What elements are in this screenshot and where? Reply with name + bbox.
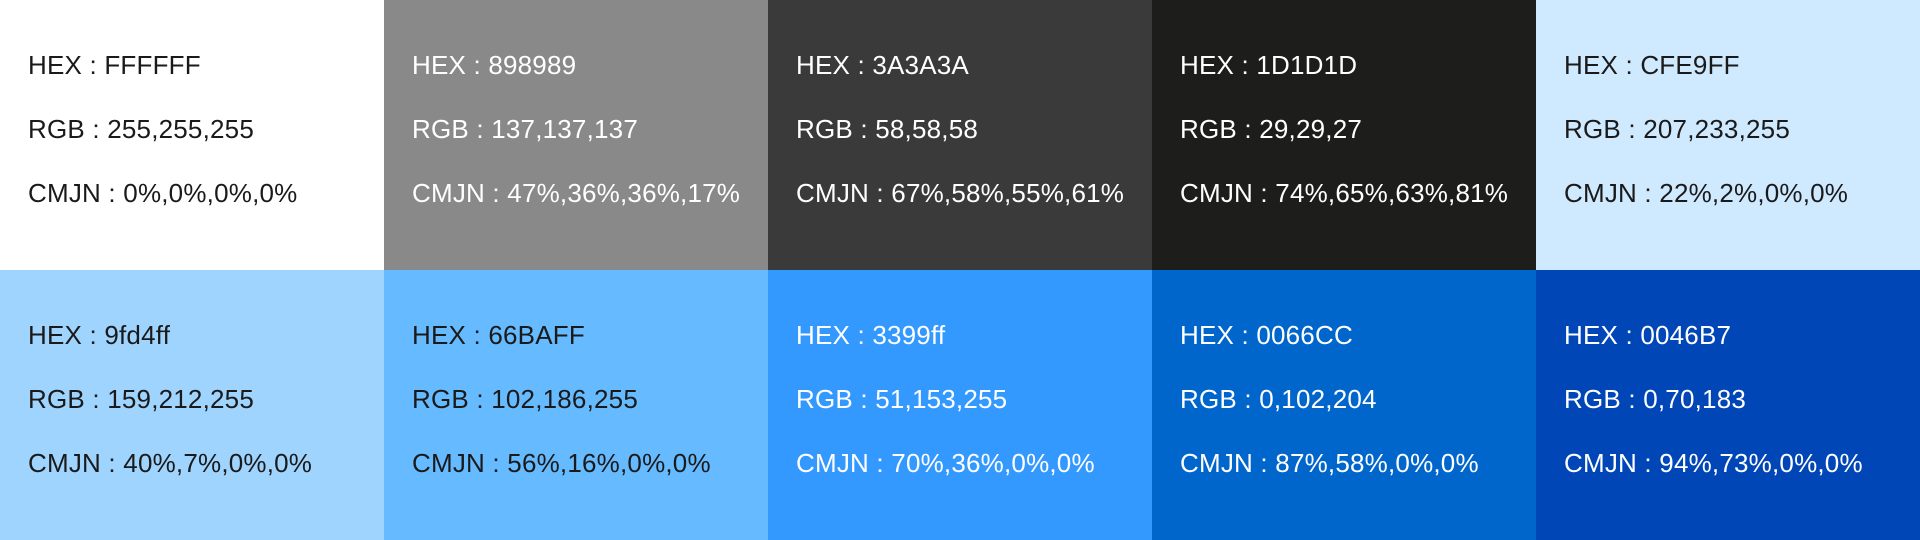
- cmjn-label: CMJN : 94%,73%,0%,0%: [1564, 448, 1863, 478]
- hex-label: HEX : 1D1D1D: [1180, 50, 1358, 80]
- color-swatch: HEX : FFFFFF RGB : 255,255,255 CMJN : 0%…: [0, 0, 384, 270]
- hex-label: HEX : 66BAFF: [412, 320, 585, 350]
- cmjn-label: CMJN : 40%,7%,0%,0%: [28, 448, 313, 478]
- cmjn-label: CMJN : 70%,36%,0%,0%: [796, 448, 1095, 478]
- color-swatch: HEX : 9fd4ff RGB : 159,212,255 CMJN : 40…: [0, 270, 384, 540]
- hex-label: HEX : 3399ff: [796, 320, 946, 350]
- rgb-label: RGB : 51,153,255: [796, 384, 1008, 414]
- color-swatch: HEX : 0046B7 RGB : 0,70,183 CMJN : 94%,7…: [1536, 270, 1920, 540]
- hex-label: HEX : 898989: [412, 50, 577, 80]
- cmjn-label: CMJN : 74%,65%,63%,81%: [1180, 178, 1509, 208]
- rgb-label: RGB : 137,137,137: [412, 114, 638, 144]
- rgb-label: RGB : 102,186,255: [412, 384, 638, 414]
- rgb-label: RGB : 207,233,255: [1564, 114, 1790, 144]
- cmjn-label: CMJN : 67%,58%,55%,61%: [796, 178, 1125, 208]
- cmjn-label: CMJN : 87%,58%,0%,0%: [1180, 448, 1479, 478]
- cmjn-label: CMJN : 56%,16%,0%,0%: [412, 448, 711, 478]
- cmjn-label: CMJN : 22%,2%,0%,0%: [1564, 178, 1849, 208]
- hex-label: HEX : 0066CC: [1180, 320, 1353, 350]
- hex-label: HEX : 9fd4ff: [28, 320, 171, 350]
- color-swatch: HEX : 66BAFF RGB : 102,186,255 CMJN : 56…: [384, 270, 768, 540]
- color-swatch: HEX : 0066CC RGB : 0,102,204 CMJN : 87%,…: [1152, 270, 1536, 540]
- color-swatch: HEX : 898989 RGB : 137,137,137 CMJN : 47…: [384, 0, 768, 270]
- hex-label: HEX : 3A3A3A: [796, 50, 969, 80]
- hex-label: HEX : FFFFFF: [28, 50, 201, 80]
- rgb-label: RGB : 0,102,204: [1180, 384, 1377, 414]
- rgb-label: RGB : 0,70,183: [1564, 384, 1747, 414]
- color-swatch: HEX : CFE9FF RGB : 207,233,255 CMJN : 22…: [1536, 0, 1920, 270]
- hex-label: HEX : CFE9FF: [1564, 50, 1740, 80]
- color-swatch: HEX : 3399ff RGB : 51,153,255 CMJN : 70%…: [768, 270, 1152, 540]
- color-swatch: HEX : 1D1D1D RGB : 29,29,27 CMJN : 74%,6…: [1152, 0, 1536, 270]
- color-swatch: HEX : 3A3A3A RGB : 58,58,58 CMJN : 67%,5…: [768, 0, 1152, 270]
- cmjn-label: CMJN : 47%,36%,36%,17%: [412, 178, 741, 208]
- rgb-label: RGB : 58,58,58: [796, 114, 979, 144]
- rgb-label: RGB : 255,255,255: [28, 114, 254, 144]
- cmjn-label: CMJN : 0%,0%,0%,0%: [28, 178, 298, 208]
- rgb-label: RGB : 29,29,27: [1180, 114, 1363, 144]
- hex-label: HEX : 0046B7: [1564, 320, 1732, 350]
- rgb-label: RGB : 159,212,255: [28, 384, 254, 414]
